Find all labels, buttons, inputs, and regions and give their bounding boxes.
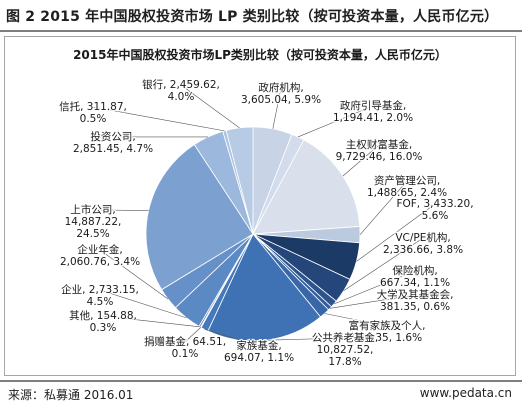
slice-label: 政府引导基金, 1,194.41, 2.0% [333, 99, 413, 124]
slice-label-line: 其他, 154.88, [69, 309, 137, 322]
slice-label-line: 政府机构, [258, 81, 303, 94]
slice-label: 公共养老基金, 10,827.52, 17.8% [312, 331, 378, 368]
slice-label: 企业, 2,733.15, 4.5% [61, 283, 139, 308]
slice-label-line: 0.5% [80, 113, 107, 125]
leader-line [92, 106, 225, 132]
slice-label: FOF, 3,433.20, 5.6% [396, 198, 473, 222]
leader-line [99, 249, 169, 300]
slice-label: 富有家族及个人, 974.35, 1.6% [349, 319, 426, 344]
slice-label: 其他, 154.88, 0.3% [69, 309, 137, 334]
slice-label-line: 捐赠基金, 64.51, [144, 335, 226, 348]
leader-line [180, 84, 240, 129]
leader-line [297, 105, 374, 138]
slice-label-line: 4.5% [87, 296, 114, 308]
slice-label-line: VC/PE机构, [395, 231, 450, 244]
slice-label-line: 1,488.65, 2.4% [367, 187, 447, 199]
slice-label: 信托, 311.87, 0.5% [59, 100, 127, 125]
slice-label-line: 信托, 311.87, [59, 100, 127, 113]
website-link[interactable]: www.pedata.cn [419, 386, 512, 400]
leader-line [329, 294, 416, 309]
slice-label-line: 17.8% [328, 356, 361, 368]
slice-labels: 政府机构, 3,605.04, 5.9% 政府引导基金, 1,194.41, 2.0%… [58, 77, 475, 370]
slice-label: 家族基金, 694.07, 1.1% [224, 339, 294, 364]
leader-line [356, 203, 436, 262]
title-divider [0, 30, 522, 32]
slice-label-line: 企业年金, [77, 243, 122, 256]
leader-line [266, 337, 346, 341]
slice-label-line: 10,827.52, [317, 344, 374, 356]
slice-label-line: 2,060.76, 3.4% [60, 256, 140, 268]
slice-label-line: 2,851.45, 4.7% [73, 143, 153, 155]
slice-label-line: 保险机构, [392, 264, 437, 277]
slice-label: VC/PE机构, 2,336.66, 3.8% [383, 231, 463, 256]
chart-title: 2015年中国股权投资市场LP类别比较（按可投资本量，人民币亿元） [73, 47, 447, 62]
leader-line [184, 327, 201, 343]
plot-frame: 2015年中国股权投资市场LP类别比较（按可投资本量，人民币亿元） 政府机构, 3… [4, 36, 516, 376]
slice-label: 上市公司, 14,887.22, 24.5% [65, 203, 122, 240]
slice-label-line: 银行, 2,459.62, [142, 78, 220, 91]
leader-line [324, 313, 388, 327]
slice-label-line: FOF, 3,433.20, [396, 198, 473, 210]
slice-label: 政府机构, 3,605.04, 5.9% [241, 81, 321, 106]
leader-lines [92, 84, 436, 347]
source-note: 来源：私募通 2016.01 [8, 388, 134, 402]
slice-label: 捐赠基金, 64.51, 0.1% [144, 335, 226, 360]
leader-line [359, 180, 408, 235]
slice-label-line: 1,194.41, 2.0% [333, 112, 413, 124]
slice-label-line: 投资公司, [90, 130, 135, 143]
slice-label: 主权财富基金, 9,729.46, 16.0% [336, 138, 423, 163]
slice-label-line: 0.1% [172, 348, 199, 360]
leader-line [99, 289, 187, 319]
leader-line [333, 270, 416, 305]
slice-label: 大学及其基金会, 381.35, 0.6% [377, 288, 454, 313]
leader-line [102, 315, 200, 328]
slice-label-line: 上市公司, [70, 203, 115, 216]
slice-label-line: 2,336.66, 3.8% [383, 244, 463, 256]
slice-label-line: 381.35, 0.6% [380, 301, 450, 313]
slice-label-line: 政府引导基金, [340, 99, 406, 112]
slice-label-line: 富有家族及个人, [349, 319, 426, 332]
leader-line [204, 329, 260, 347]
pie-slice [145, 143, 254, 291]
slice-label-line: 667.34, 1.1% [380, 277, 450, 289]
slice-label: 投资公司, 2,851.45, 4.7% [73, 130, 153, 155]
slice-label-line: 9,729.46, 16.0% [336, 151, 423, 163]
slice-label-line: 14,887.22, [65, 216, 122, 228]
pie-slice [252, 139, 361, 235]
figure-title: 图 2 2015 年中国股权投资市场 LP 类别比较（按可投资本量，人民币亿元） [6, 9, 499, 25]
footer-divider [0, 380, 522, 382]
slice-label-line: 974.35, 1.6% [352, 332, 422, 344]
pie-chart: 2015年中国股权投资市场LP类别比较（按可投资本量，人民币亿元） 政府机构, 3… [58, 47, 475, 370]
slice-label: 银行, 2,459.62, 4.0% [142, 78, 220, 103]
slice-label-line: 694.07, 1.1% [224, 352, 294, 364]
pie-slices [145, 126, 361, 342]
leader-line [342, 144, 380, 177]
slice-label-line: 家族基金, [236, 339, 281, 352]
slice-label-line: 3,605.04, 5.9% [241, 94, 321, 106]
slice-label-line: 资产管理公司, [374, 174, 440, 187]
slice-label-line: 4.0% [168, 91, 195, 103]
slice-label-line: 大学及其基金会, [377, 288, 454, 301]
slice-label: 资产管理公司, 1,488.65, 2.4% [367, 174, 447, 199]
slice-label: 企业年金, 2,060.76, 3.4% [60, 243, 140, 268]
slice-label-line: 24.5% [76, 228, 109, 240]
slice-label-line: 主权财富基金, [346, 138, 412, 151]
slice-label-line: 5.6% [422, 210, 449, 222]
slice-label-line: 公共养老基金, [312, 331, 378, 344]
slice-label: 保险机构, 667.34, 1.1% [380, 264, 450, 289]
leader-line [343, 237, 424, 291]
slice-label-line: 0.3% [90, 322, 117, 334]
slice-label-line: 企业, 2,733.15, [61, 283, 139, 296]
leader-line [272, 87, 282, 129]
